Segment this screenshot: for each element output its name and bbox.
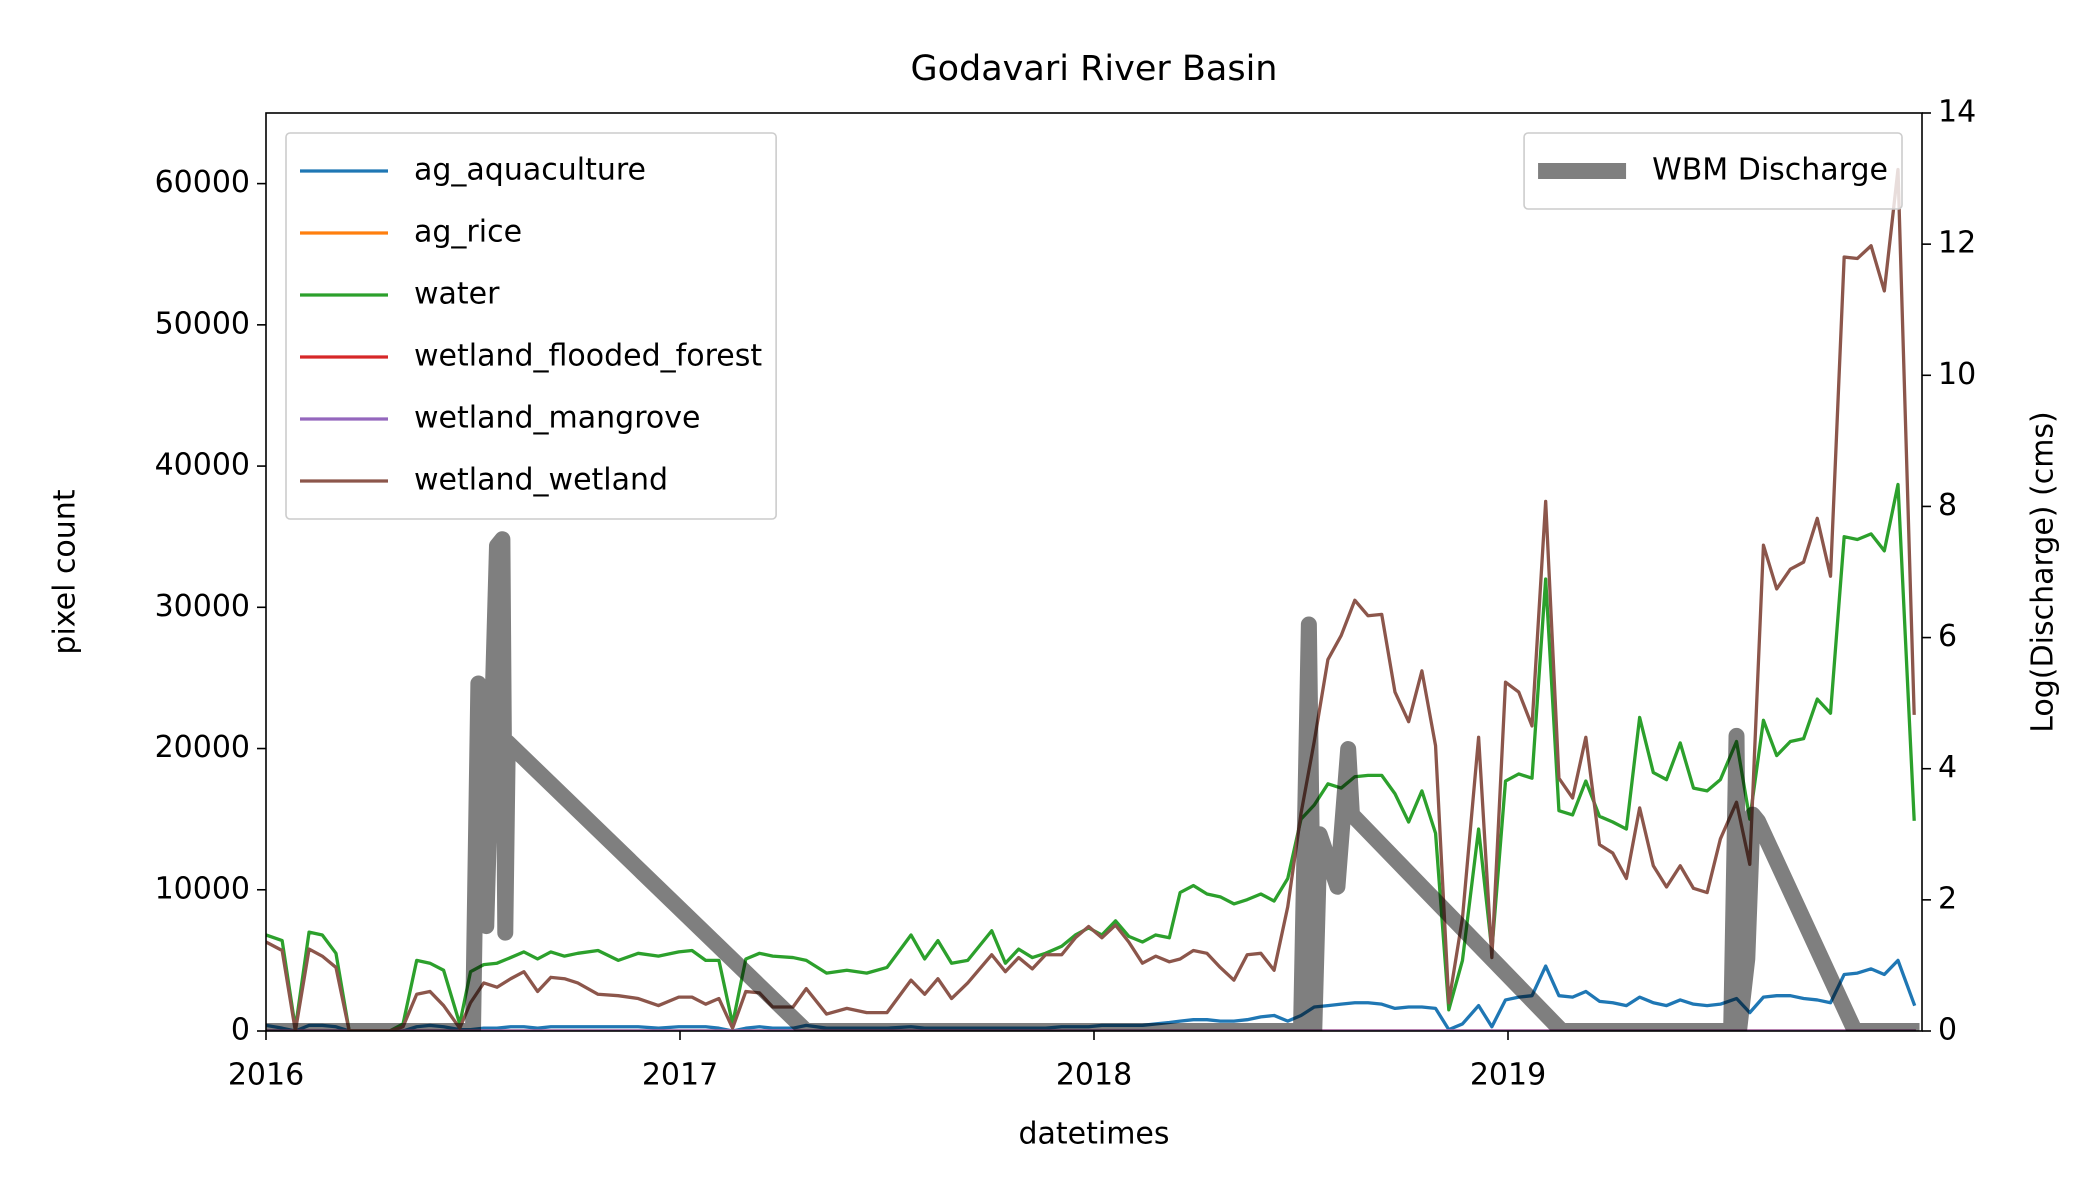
y2-tick-label: 0 — [1938, 1013, 1957, 1048]
y-tick-label: 0 — [231, 1013, 250, 1048]
y-tick-label: 40000 — [155, 448, 250, 483]
discharge-line — [266, 531, 1920, 1031]
legend-box — [1523, 132, 1903, 210]
plot-area — [266, 167, 1920, 1031]
chart-title: Godavari River Basin — [910, 49, 1277, 89]
x-tick-label: 2019 — [1470, 1058, 1546, 1093]
legend-label: ag_aquaculture — [414, 153, 646, 188]
y2-tick-label: 14 — [1938, 95, 1976, 130]
y2-tick-label: 12 — [1938, 226, 1976, 261]
x-tick-label: 2016 — [228, 1058, 304, 1093]
x-tick-label: 2018 — [1056, 1058, 1132, 1093]
y2-tick-label: 2 — [1938, 881, 1957, 916]
y-tick-label: 20000 — [155, 730, 250, 765]
legend: WBM Discharge — [1523, 132, 1903, 210]
y-tick-label: 50000 — [155, 306, 250, 341]
y2-tick-label: 6 — [1938, 619, 1957, 654]
y-axis-label: pixel count — [48, 489, 83, 654]
legend-label: wetland_wetland — [414, 463, 668, 498]
y2-tick-label: 8 — [1938, 488, 1957, 523]
legend-label: WBM Discharge — [1652, 153, 1888, 188]
legend-box — [285, 132, 777, 520]
legend-label: ag_rice — [414, 215, 522, 250]
legend-label: wetland_mangrove — [414, 401, 700, 436]
y-tick-label: 10000 — [155, 871, 250, 906]
x-axis-label: datetimes — [1018, 1117, 1169, 1152]
series-line — [266, 482, 1916, 1031]
legend-label: water — [414, 277, 500, 312]
y-tick-label: 30000 — [155, 589, 250, 624]
legend-label: wetland_flooded_forest — [414, 339, 762, 374]
y2-axis-label: Log(Discharge) (cms) — [2026, 411, 2061, 733]
y-tick-label: 60000 — [155, 165, 250, 200]
y2-tick-label: 10 — [1938, 357, 1976, 392]
x-tick-label: 2017 — [642, 1058, 718, 1093]
series-line — [266, 167, 1916, 1031]
y2-tick-label: 4 — [1938, 750, 1957, 785]
